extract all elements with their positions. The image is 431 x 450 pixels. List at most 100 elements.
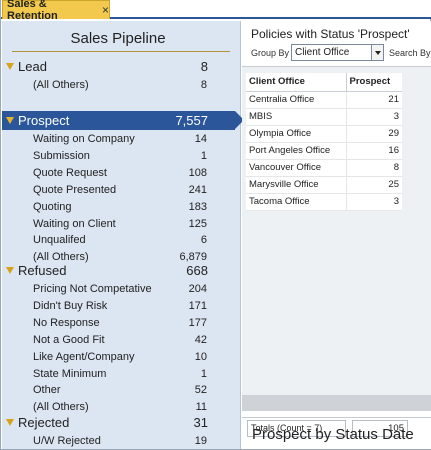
item-label: Quote Request	[33, 166, 107, 179]
item-count: 1	[200, 367, 207, 380]
table-row[interactable]: Vancouver Office 8	[246, 159, 402, 177]
cell-prospect-count: 29	[345, 125, 402, 143]
pipeline-item[interactable]: Pricing Not Competative 204	[2, 281, 241, 298]
cell-prospect-count: 3	[345, 193, 402, 211]
pipeline-group-prospect[interactable]: Prospect 7,557	[2, 111, 244, 130]
item-label: Like Agent/Company	[33, 350, 135, 363]
pipeline-item[interactable]: Submission 1	[2, 148, 241, 165]
pipeline-item[interactable]: (All Others) 6,879	[2, 249, 241, 266]
close-icon[interactable]: ×	[101, 3, 109, 17]
cell-client-office: Port Angeles Office	[246, 142, 346, 160]
group-label: Prospect	[18, 113, 70, 128]
item-label: Not a Good Fit	[33, 333, 105, 346]
pipeline-item[interactable]: Not a Good Fit 42	[2, 332, 241, 349]
item-label: Waiting on Client	[33, 217, 116, 230]
tab-strip: Sales & Retention ×	[1, 0, 431, 22]
table-row[interactable]: Port Angeles Office 16	[246, 142, 402, 160]
item-label: No Response	[33, 316, 100, 329]
group-label: Rejected	[18, 415, 70, 430]
collapse-triangle-icon[interactable]	[6, 419, 14, 426]
item-count: 204	[188, 283, 207, 295]
detail-panel: Policies with Status 'Prospect' Group By…	[242, 21, 431, 449]
item-count: 108	[188, 166, 207, 179]
selection-arrow-icon	[235, 111, 244, 129]
cell-client-office: MBIS	[246, 108, 346, 126]
item-label: Other	[33, 384, 61, 397]
item-label: U/W Rejected	[33, 435, 101, 447]
collapse-triangle-icon[interactable]	[6, 267, 14, 274]
item-count: 19	[194, 435, 207, 447]
item-count: 6,879	[179, 251, 207, 264]
collapse-triangle-icon[interactable]	[6, 63, 14, 70]
pipeline-item[interactable]: Other 52	[2, 382, 241, 399]
item-label: (All Others)	[33, 251, 89, 264]
item-label: (All Others)	[33, 79, 89, 91]
group-count: 31	[193, 415, 208, 430]
column-header-client-office[interactable]: Client Office	[246, 73, 346, 92]
table-row[interactable]: Olympia Office 29	[246, 125, 402, 143]
pipeline-item[interactable]: Didn't Buy Risk 171	[2, 298, 241, 315]
pipeline-item[interactable]: Quote Request 108	[2, 165, 241, 182]
collapse-triangle-icon[interactable]	[6, 117, 14, 124]
cell-prospect-count: 21	[345, 91, 402, 109]
item-count: 8	[200, 79, 207, 91]
group-by-select[interactable]: Client Office	[291, 44, 384, 61]
cell-client-office: Vancouver Office	[246, 159, 346, 177]
item-label: Waiting on Company	[33, 133, 135, 145]
detail-title: Policies with Status 'Prospect'	[251, 27, 410, 41]
pipeline-item[interactable]: No Response 177	[2, 315, 241, 332]
pipeline-group-rejected[interactable]: Rejected 31	[2, 413, 241, 432]
item-label: Submission	[33, 149, 90, 162]
dropdown-arrow-icon[interactable]	[371, 45, 383, 60]
group-count: 8	[200, 59, 208, 74]
item-label: (All Others)	[33, 401, 89, 414]
item-label: Quoting	[33, 200, 72, 213]
grid-body: Centralia Office 21 MBIS 3 Olympia Office 29 P…	[246, 91, 402, 211]
pipeline-item[interactable]: State Minimum 1	[2, 366, 241, 383]
tab-sales-retention[interactable]: Sales & Retention ×	[2, 0, 110, 22]
grid-header-row: Client Office Prospect	[246, 73, 402, 92]
cell-prospect-count: 25	[345, 176, 402, 194]
pipeline-item[interactable]: Quote Presented 241	[2, 182, 241, 199]
pipeline-group-lead[interactable]: Lead 8	[2, 57, 241, 76]
pipeline-item[interactable]: (All Others) 8	[2, 77, 241, 94]
item-label: Didn't Buy Risk	[33, 299, 108, 312]
splitter-bar[interactable]	[242, 395, 431, 411]
cell-prospect-count: 16	[345, 142, 402, 160]
item-label: Unqualifed	[33, 234, 86, 247]
item-count: 183	[188, 200, 207, 213]
item-label: State Minimum	[33, 367, 107, 380]
table-row[interactable]: Tacoma Office 3	[246, 193, 402, 211]
pipeline-item[interactable]: Unqualifed 6	[2, 232, 241, 249]
cell-prospect-count: 3	[345, 108, 402, 126]
office-grid: Client Office Prospect Centralia Office 2…	[246, 73, 402, 211]
group-label: Lead	[18, 59, 47, 74]
pipeline-item[interactable]: (All Others) 11	[2, 399, 241, 416]
item-count: 42	[194, 333, 207, 346]
totals-label: Totals (Count = 7)	[247, 420, 346, 437]
pipeline-group-refused[interactable]: Refused 668	[2, 261, 241, 280]
group-count: 7,557	[175, 113, 208, 128]
item-count: 14	[194, 133, 207, 145]
pipeline-item[interactable]: U/W Rejected 19	[2, 433, 241, 450]
item-label: Quote Presented	[33, 183, 117, 196]
table-row[interactable]: MBIS 3	[246, 108, 402, 126]
pipeline-item[interactable]: Waiting on Client 125	[2, 216, 241, 233]
pipeline-item[interactable]: Quoting 183	[2, 199, 241, 216]
group-by-value: Client Office	[295, 47, 350, 58]
group-count: 668	[186, 263, 208, 278]
grid-area: Client Office Prospect Centralia Office 2…	[242, 66, 431, 439]
pipeline-item[interactable]: Like Agent/Company 10	[2, 349, 241, 366]
table-row[interactable]: Centralia Office 21	[246, 91, 402, 109]
cell-client-office: Olympia Office	[246, 125, 346, 143]
item-count: 11	[195, 401, 207, 414]
table-row[interactable]: Marysville Office 25	[246, 176, 402, 194]
title-divider	[12, 51, 230, 52]
search-by-label: Search By	[389, 48, 431, 58]
item-count: 177	[188, 316, 207, 329]
totals-bar: Totals (Count = 7) 105	[242, 417, 431, 439]
column-header-prospect[interactable]: Prospect	[345, 73, 402, 92]
item-count: 1	[200, 149, 207, 162]
item-count: 241	[188, 183, 207, 196]
pipeline-item[interactable]: Waiting on Company 14	[2, 131, 241, 148]
